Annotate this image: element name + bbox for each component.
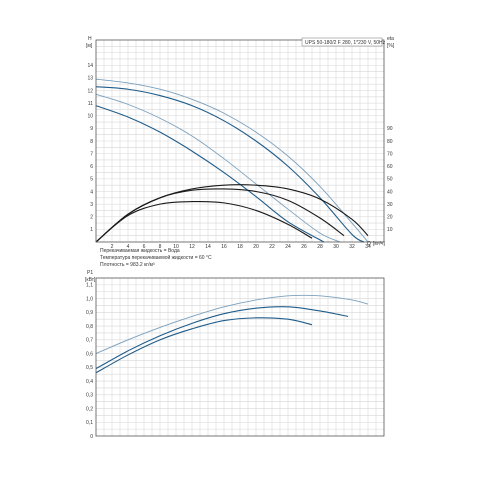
h-tick-label: 5 — [90, 177, 93, 183]
h-tick-label: 9 — [90, 126, 93, 132]
h-tick-label: 7 — [90, 151, 93, 157]
eta-tick-label: 80 — [387, 139, 393, 145]
q-tick-label: 4 — [127, 244, 130, 250]
q-tick-label: 30 — [333, 244, 339, 250]
eta-tick-label: 70 — [387, 151, 393, 157]
q-tick-label: 20 — [253, 244, 259, 250]
p1-tick-label: 0 — [90, 434, 93, 440]
fluid-note-medium: Перекачиваемая жидкость = Вода — [100, 248, 180, 254]
eta-tick-label: 20 — [387, 215, 393, 221]
p1-axis-ticks: 0 0,1 0,2 0,3 0,4 0,5 0,6 0,7 0,8 0,9 1,0 1,1 — [86, 283, 93, 440]
q-tick-label: 6 — [143, 244, 146, 250]
q-tick-label: 26 — [301, 244, 307, 250]
eta-tick-label: 30 — [387, 202, 393, 208]
p1-tick-label: 0,4 — [86, 379, 93, 385]
h-tick-label: 6 — [90, 164, 93, 170]
h-axis-unit: [м] — [86, 43, 93, 49]
eta-axis-unit: [%] — [387, 43, 395, 49]
h-tick-label: 13 — [87, 76, 93, 82]
eta-tick-label: 10 — [387, 227, 393, 233]
eta-axis-ticks: 10 20 30 40 50 60 70 80 90 — [387, 126, 393, 233]
q-tick-label: 14 — [205, 244, 211, 250]
power-chart-grid — [96, 278, 384, 436]
q-tick-label: 12 — [189, 244, 195, 250]
h-tick-label: 8 — [90, 139, 93, 145]
p1-tick-label: 0,8 — [86, 324, 93, 330]
q-tick-label: 24 — [285, 244, 291, 250]
p1-axis-label: P1 — [87, 270, 93, 276]
eta-tick-label: 50 — [387, 177, 393, 183]
p1-tick-label: 0,9 — [86, 310, 93, 316]
q-tick-label: 2 — [111, 244, 114, 250]
p1-tick-label: 0,6 — [86, 351, 93, 357]
head-efficiency-chart: 2 4 6 8 10 12 14 16 18 20 22 24 26 28 30 32 34 123456789… — [86, 36, 395, 268]
p1-tick-label: 0,1 — [86, 420, 93, 426]
h-tick-label: 11 — [88, 101, 93, 107]
h-tick-label: 12 — [87, 88, 93, 94]
head-curve — [95, 78, 369, 243]
h-tick-label: 4 — [90, 189, 93, 195]
head-curve — [95, 105, 325, 243]
power-curve — [95, 294, 369, 354]
head-chart-curves — [95, 78, 369, 243]
power-curve — [95, 317, 313, 374]
h-tick-label: 1 — [90, 227, 93, 233]
h-tick-label: 2 — [90, 215, 93, 221]
h-tick-label: 14 — [87, 63, 93, 69]
head-curve — [95, 86, 365, 243]
eta-tick-label: 90 — [387, 126, 393, 132]
q-axis-unit: [м³/ч] — [373, 241, 385, 247]
h-tick-label: 3 — [90, 202, 93, 208]
q-axis-ticks: 2 4 6 8 10 12 14 16 18 20 22 24 26 28 30 32 34 — [111, 244, 371, 250]
q-tick-label: 16 — [221, 244, 227, 250]
fluid-note-temperature: Температура перекачиваемой жидкости = 60… — [100, 254, 212, 261]
q-tick-label: 18 — [237, 244, 243, 250]
h-tick-label: 10 — [87, 114, 93, 120]
q-tick-label: 28 — [317, 244, 323, 250]
power-chart-curves — [95, 294, 369, 374]
q-tick-label: 32 — [349, 244, 355, 250]
model-label-box — [301, 37, 383, 47]
model-label: UPS 50-180/2 F 280, 1*230 V, 50Hz — [305, 40, 386, 46]
q-tick-label: 10 — [173, 244, 179, 250]
power-chart: 0 0,1 0,2 0,3 0,4 0,5 0,6 0,7 0,8 0,9 1,0 1,1 P1 [к… — [85, 270, 385, 440]
eta-tick-label: 40 — [387, 189, 393, 195]
p1-tick-label: 0,3 — [86, 393, 93, 399]
q-axis-label: Q — [367, 241, 371, 247]
eta-axis-label: eta — [387, 36, 394, 42]
p1-tick-label: 0,5 — [86, 365, 93, 371]
q-tick-label: 8 — [159, 244, 162, 250]
efficiency-curve — [95, 188, 345, 243]
p1-tick-label: 1,0 — [86, 296, 93, 302]
head-curve — [95, 93, 341, 243]
p1-tick-label: 0,7 — [86, 338, 93, 344]
q-tick-label: 34 — [365, 244, 371, 250]
power-chart-frame — [95, 277, 385, 437]
p1-tick-label: 0,2 — [86, 406, 93, 412]
p1-tick-label: 1,1 — [86, 283, 93, 289]
p1-axis-unit: [кВт] — [85, 277, 96, 283]
power-curve — [95, 306, 349, 370]
q-tick-label: 22 — [269, 244, 275, 250]
h-axis-label: H — [88, 36, 92, 42]
efficiency-curve — [95, 200, 313, 243]
eta-tick-label: 60 — [387, 164, 393, 170]
head-chart-frame — [95, 39, 385, 243]
fluid-note-density: Плотность = 983.2 кг/м³ — [100, 262, 155, 268]
